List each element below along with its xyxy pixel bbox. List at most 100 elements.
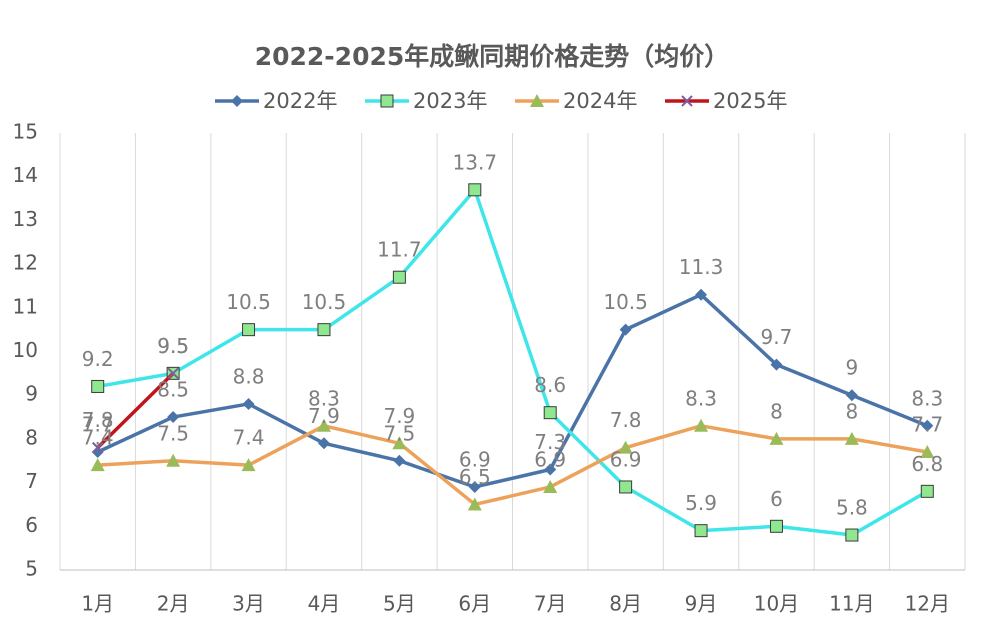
data-label: 5.9: [685, 491, 717, 515]
data-point: [167, 411, 180, 424]
data-point: [468, 183, 482, 197]
data-point: [392, 270, 406, 284]
x-tick-label: 7月: [534, 592, 567, 616]
data-label: 7.8: [82, 408, 114, 432]
data-label: 7.5: [157, 421, 189, 445]
data-point: [393, 454, 406, 467]
x-tick-label: 2月: [157, 592, 190, 616]
data-point: [544, 463, 557, 476]
data-point: [769, 431, 784, 445]
data-label: 8.8: [233, 364, 265, 388]
data-point: [467, 497, 482, 511]
data-point: [91, 446, 104, 459]
data-label: 11.3: [679, 255, 724, 279]
y-tick-label: 11: [13, 294, 38, 318]
data-label: 7.4: [82, 426, 114, 450]
data-label: 8: [846, 399, 859, 423]
data-label: 7.8: [610, 408, 642, 432]
y-tick-label: 7: [25, 469, 38, 493]
y-tick-label: 13: [13, 207, 38, 231]
x-tick-label: 5月: [383, 592, 416, 616]
chart-title: 2022-2025年成鳅同期价格走势（均价）: [255, 42, 730, 71]
data-point: [90, 458, 105, 472]
data-label: 6.9: [610, 447, 642, 471]
data-point: [166, 453, 181, 467]
data-label: 9.5: [157, 334, 189, 358]
data-label: 8: [770, 399, 783, 423]
data-label: 7.7: [911, 413, 943, 437]
data-label: 8.3: [911, 386, 943, 410]
data-point: [392, 436, 407, 450]
data-point: [543, 406, 557, 420]
series-line: [97, 188, 929, 537]
y-tick-label: 12: [13, 251, 38, 275]
x-tick-label: 8月: [609, 592, 642, 616]
x-tick-label: 11月: [829, 592, 874, 616]
data-point: [242, 323, 256, 337]
data-label: 6.8: [911, 452, 943, 476]
data-point: [317, 323, 331, 337]
data-point: [770, 358, 783, 371]
data-label: 9.2: [82, 347, 114, 371]
data-label: 10.5: [226, 290, 271, 314]
data-label: 7.3: [534, 430, 566, 454]
data-label: 7.5: [383, 421, 415, 445]
data-label: 8.6: [534, 373, 566, 397]
legend-marker: [530, 94, 544, 107]
legend-label: 2025年: [713, 89, 787, 113]
x-tick-label: 6月: [458, 592, 491, 616]
y-tick-label: 8: [25, 425, 38, 449]
y-tick-label: 6: [25, 513, 38, 537]
data-label: 11.7: [377, 238, 422, 262]
data-point: [694, 524, 708, 538]
data-point: [920, 445, 935, 459]
x-tick-label: 9月: [685, 592, 718, 616]
legend-marker: [231, 95, 243, 107]
series-line: [97, 424, 928, 507]
y-tick-label: 14: [13, 163, 38, 187]
data-point: [619, 480, 633, 494]
data-point: [844, 431, 859, 445]
data-point: [167, 367, 179, 380]
legend-label: 2023年: [413, 89, 487, 113]
data-point: [845, 389, 858, 402]
data-point: [694, 418, 709, 432]
data-point: [920, 484, 934, 498]
data-label: 10.5: [603, 290, 648, 314]
data-point: [769, 519, 783, 533]
data-point: [619, 323, 632, 336]
y-tick-label: 9: [25, 382, 38, 406]
data-label: 9: [846, 356, 859, 380]
data-point: [695, 288, 708, 301]
y-tick-label: 5: [25, 557, 38, 581]
data-label: 7.9: [383, 404, 415, 428]
x-tick-label: 12月: [905, 592, 950, 616]
data-point: [468, 480, 481, 493]
series-line: [96, 292, 928, 489]
data-point: [317, 437, 330, 450]
y-tick-label: 10: [13, 338, 38, 362]
legend-marker: [380, 94, 394, 108]
x-tick-label: 1月: [81, 592, 114, 616]
data-label: 6.5: [459, 465, 491, 489]
data-label: 5.8: [836, 496, 868, 520]
data-point: [543, 479, 558, 493]
data-label: 6.9: [459, 447, 491, 471]
data-label: 13.7: [453, 150, 498, 174]
data-point: [242, 397, 255, 410]
data-label: 9.5: [157, 334, 189, 358]
data-label: 7.4: [233, 426, 265, 450]
data-label: 7.9: [308, 404, 340, 428]
legend-label: 2022年: [263, 89, 337, 113]
x-tick-label: 3月: [232, 592, 265, 616]
y-tick-label: 15: [13, 120, 38, 144]
x-tick-label: 10月: [754, 592, 799, 616]
data-point: [241, 458, 256, 472]
data-label: 8.3: [685, 386, 717, 410]
legend-label: 2024年: [563, 89, 637, 113]
data-point: [618, 440, 633, 454]
data-label: 8.3: [308, 386, 340, 410]
data-point: [92, 441, 104, 454]
